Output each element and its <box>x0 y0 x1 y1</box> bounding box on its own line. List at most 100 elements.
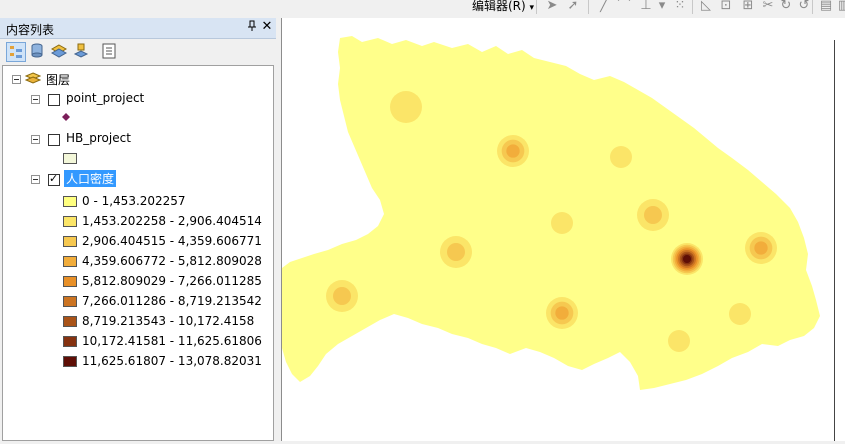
list-by-selection-button[interactable] <box>72 42 92 62</box>
legend-swatch[interactable] <box>63 336 77 347</box>
layer-tree: 图层 point_project HB_project 人口密度 0 - 1,4… <box>2 65 274 441</box>
layer-name-population-density[interactable]: 人口密度 <box>64 170 117 187</box>
layers-icon <box>25 72 41 84</box>
polygon-symbol-swatch <box>63 153 77 164</box>
density-hotspot <box>610 146 632 168</box>
toc-toolbar <box>0 39 276 65</box>
legend-label: 10,172.41581 - 11,625.61806 <box>82 334 262 348</box>
legend-label: 5,812.809029 - 7,266.011285 <box>82 274 262 288</box>
density-ring <box>668 330 690 352</box>
edit-tool-icon[interactable]: ➤ <box>546 0 558 13</box>
density-ring <box>551 212 573 234</box>
density-hotspot <box>668 330 690 352</box>
edit-vertices-icon[interactable]: ◺ <box>701 0 711 13</box>
density-hotspot <box>671 243 703 275</box>
endpoint-arc-icon[interactable]: ⌒ <box>617 0 631 13</box>
density-hotspot <box>745 232 777 264</box>
density-hotspots <box>326 91 777 352</box>
toc-titlebar: 内容列表 ✕ <box>0 18 276 39</box>
legend-swatch[interactable] <box>63 256 77 267</box>
pin-icon[interactable] <box>246 20 258 34</box>
attributes-icon[interactable]: ↺ <box>798 0 810 13</box>
legend-label: 0 - 1,453.202257 <box>82 194 186 208</box>
edit-annotation-icon[interactable]: ➚ <box>567 0 579 13</box>
density-hotspot <box>440 236 472 268</box>
options-list-icon <box>102 43 116 59</box>
density-ring <box>754 241 768 255</box>
rotate-icon[interactable]: ↻ <box>780 0 792 13</box>
collapse-toggle[interactable] <box>31 135 40 144</box>
toolbar-divider <box>536 0 537 14</box>
density-ring <box>610 146 632 168</box>
map-frame-line <box>834 40 835 441</box>
chevron-down-icon: ▾ <box>529 3 535 13</box>
legend-swatch[interactable] <box>63 236 77 247</box>
density-hotspot <box>497 135 529 167</box>
legend-swatch[interactable] <box>63 216 77 227</box>
legend-swatch[interactable] <box>63 276 77 287</box>
layer-visibility-checkbox[interactable] <box>48 172 60 186</box>
selection-icon <box>73 43 89 58</box>
reshape-icon[interactable]: ⊡ <box>720 0 732 13</box>
split-icon[interactable]: ✂ <box>762 0 774 13</box>
legend-label: 4,359.606772 - 5,812.809028 <box>82 254 262 268</box>
point-icon[interactable]: ⁙ <box>674 0 686 13</box>
table-of-contents-panel: 内容列表 ✕ <box>0 18 276 441</box>
layers-visibility-icon <box>50 44 68 58</box>
sketch-properties-icon[interactable]: ▤ <box>819 0 833 13</box>
legend-label: 1,453.202258 - 2,906.404514 <box>82 214 262 228</box>
collapse-toggle[interactable] <box>31 175 40 184</box>
layer-name-hb-project[interactable]: HB_project <box>66 131 131 145</box>
collapse-toggle[interactable] <box>31 95 40 104</box>
density-hotspot <box>390 91 422 123</box>
hubei-province-shape <box>282 36 820 390</box>
list-by-drawing-order-button[interactable] <box>6 42 26 62</box>
toolbar-divider <box>812 0 813 14</box>
density-ring <box>644 206 662 224</box>
toolbar-divider <box>588 0 589 14</box>
layers-root-label[interactable]: 图层 <box>46 73 71 87</box>
density-ring <box>390 91 422 123</box>
density-core <box>683 255 691 263</box>
editor-toolbar: 编辑器(R) ▾ ➤ ➚ ╱ ⌒ ⊥ ▾ ⁙ ◺ ⊡ ⊞ ✂ ↻ ↺ ▤ ▥ <box>0 0 845 18</box>
density-ring <box>447 243 465 261</box>
create-features-icon[interactable]: ▥ <box>837 0 845 13</box>
options-button[interactable] <box>100 42 120 62</box>
density-ring <box>333 287 351 305</box>
density-hotspot <box>551 212 573 234</box>
close-icon[interactable]: ✕ <box>261 19 273 34</box>
legend-label: 7,266.011286 - 8,719.213542 <box>82 294 262 308</box>
chevron-down-icon[interactable]: ▾ <box>658 0 666 13</box>
map-view[interactable] <box>281 18 845 441</box>
straight-segment-icon[interactable]: ╱ <box>600 0 608 13</box>
editor-menu-button[interactable]: 编辑器(R) ▾ <box>472 0 534 14</box>
database-icon <box>31 43 43 58</box>
collapse-toggle[interactable] <box>12 75 21 84</box>
legend-swatch[interactable] <box>63 296 77 307</box>
layer-name-point-project[interactable]: point_project <box>66 91 145 105</box>
editor-menu-label: 编辑器(R) <box>472 0 526 13</box>
toolbar-divider <box>692 0 693 14</box>
layer-visibility-checkbox[interactable] <box>48 94 60 106</box>
list-by-visibility-button[interactable] <box>50 42 70 62</box>
legend-label: 11,625.61807 - 13,078.82031 <box>82 354 262 368</box>
legend-label: 8,719.213543 - 10,172.4158 <box>82 314 255 328</box>
list-by-source-button[interactable] <box>28 42 48 62</box>
cut-polygons-icon[interactable]: ⊞ <box>742 0 754 13</box>
drawing-order-icon <box>10 46 22 58</box>
point-symbol-icon <box>62 113 70 121</box>
population-density-map[interactable] <box>282 18 845 441</box>
density-hotspot <box>546 297 578 329</box>
legend-swatch[interactable] <box>63 356 77 367</box>
density-ring <box>506 144 520 158</box>
layer-visibility-checkbox[interactable] <box>48 134 60 146</box>
legend-swatch[interactable] <box>63 196 77 207</box>
density-hotspot <box>729 303 751 325</box>
density-ring <box>555 306 569 320</box>
legend-label: 2,906.404515 - 4,359.606771 <box>82 234 262 248</box>
trace-icon[interactable]: ⊥ <box>640 0 652 13</box>
legend-swatch[interactable] <box>63 316 77 327</box>
panel-title: 内容列表 <box>6 23 55 37</box>
density-hotspot <box>326 280 358 312</box>
density-hotspot <box>637 199 669 231</box>
